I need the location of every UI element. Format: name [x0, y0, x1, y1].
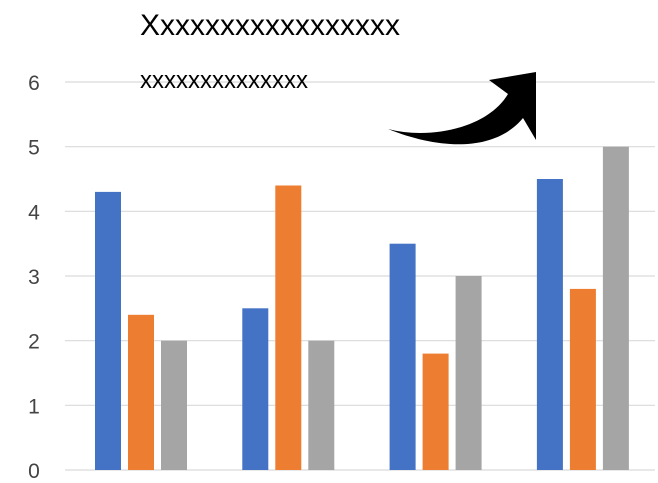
curved-arrow-icon	[388, 72, 536, 145]
bar	[242, 308, 269, 470]
bar	[95, 191, 121, 470]
bar	[128, 314, 154, 470]
chart-subtitle: xxxxxxxxxxxxxx	[140, 67, 308, 94]
bar	[536, 179, 563, 470]
bar	[275, 185, 302, 470]
y-tick-label: 5	[28, 137, 40, 160]
bar	[161, 340, 187, 470]
bar	[602, 146, 629, 470]
y-tick-label: 0	[28, 460, 40, 483]
y-tick-label: 6	[28, 72, 40, 95]
y-tick-label: 2	[28, 331, 40, 354]
bar	[308, 340, 335, 470]
y-tick-label: 1	[28, 395, 40, 418]
y-tick-label: 4	[28, 201, 40, 224]
bars	[95, 146, 629, 470]
y-axis-ticks: 0 1 2 3 4 5 6	[28, 72, 40, 483]
chart-title: Xxxxxxxxxxxxxxxxx	[140, 9, 400, 42]
bar	[455, 276, 482, 470]
bar	[422, 353, 449, 470]
y-tick-label: 3	[28, 266, 40, 289]
bar	[389, 243, 416, 470]
bar	[569, 288, 596, 470]
